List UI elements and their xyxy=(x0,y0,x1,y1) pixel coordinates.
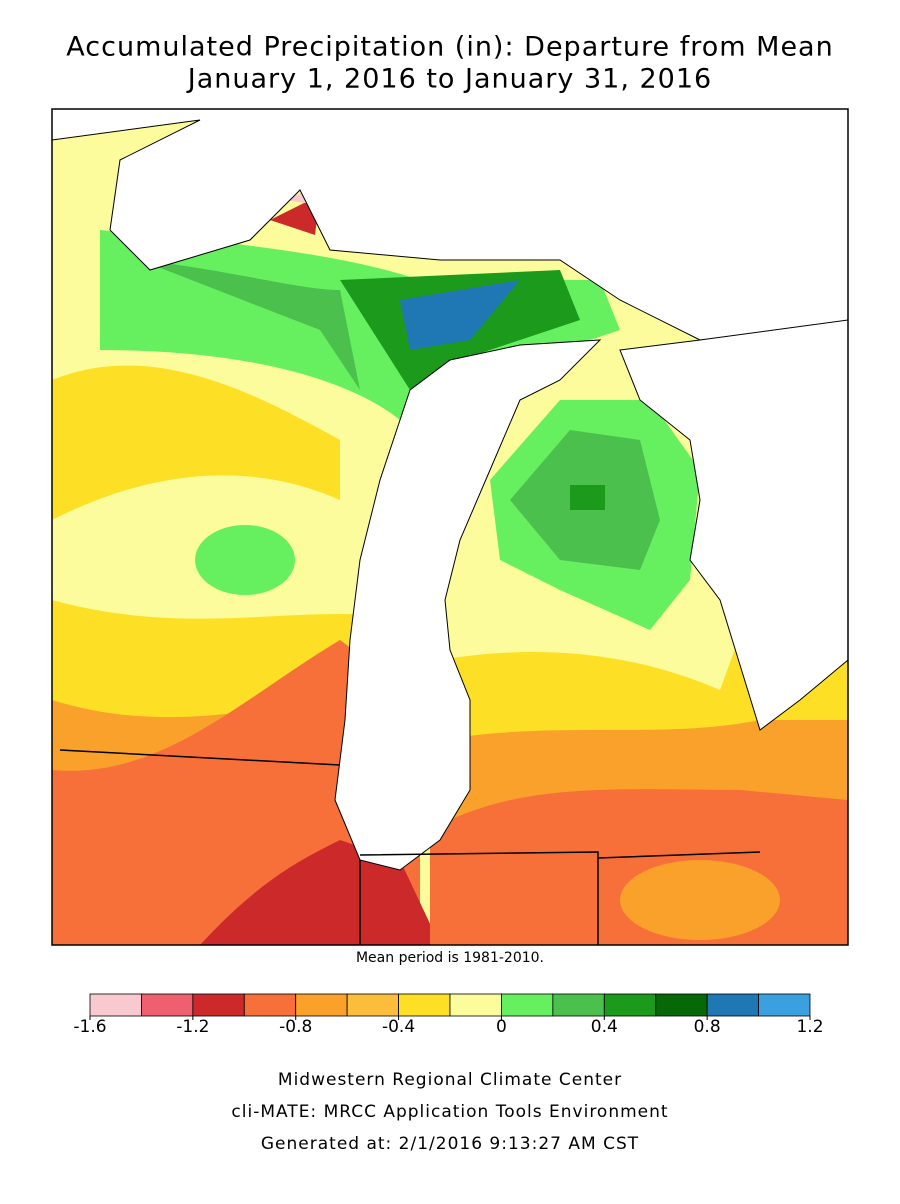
legend-swatch xyxy=(192,993,245,1017)
legend-swatch xyxy=(449,993,502,1017)
subtitle: January 1, 2016 to January 31, 2016 xyxy=(186,64,712,95)
legend-swatch xyxy=(141,993,194,1017)
title: Accumulated Precipitation (in): Departur… xyxy=(66,32,833,63)
legend-tick-label: -0.4 xyxy=(382,1017,415,1037)
legend-tick-label: -1.6 xyxy=(73,1017,106,1037)
legend-swatch xyxy=(398,993,451,1017)
legend-swatch xyxy=(603,993,657,1017)
legend-swatch xyxy=(758,993,811,1017)
legend-tick-label: -0.8 xyxy=(279,1017,312,1037)
legend-swatch xyxy=(243,993,297,1017)
map xyxy=(51,108,849,946)
legend-swatch xyxy=(295,993,348,1017)
legend-swatch xyxy=(501,993,554,1017)
legend-tick-label: 1.2 xyxy=(796,1017,823,1037)
mean-note: Mean period is 1981-2010. xyxy=(356,950,544,966)
legend-swatch xyxy=(346,993,399,1017)
legend: -1.6 -1.2 -0.8 -0.4 0 0.4 0.8 1.2 xyxy=(73,993,824,1037)
footer-line: Generated at: 2/1/2016 9:13:27 AM CST xyxy=(261,1134,639,1154)
legend-swatch xyxy=(552,993,605,1017)
legend-swatch xyxy=(706,993,759,1017)
legend-swatch xyxy=(655,993,708,1017)
footer-line: cli-MATE: MRCC Application Tools Environ… xyxy=(231,1102,668,1122)
legend-tick-label: 0.8 xyxy=(694,1017,721,1037)
legend-tick-label: -1.2 xyxy=(176,1017,209,1037)
legend-swatch xyxy=(89,993,142,1017)
legend-tick-label: 0 xyxy=(496,1017,507,1037)
footer-line: Midwestern Regional Climate Center xyxy=(278,1070,622,1090)
legend-tick-label: 0.4 xyxy=(591,1017,618,1037)
